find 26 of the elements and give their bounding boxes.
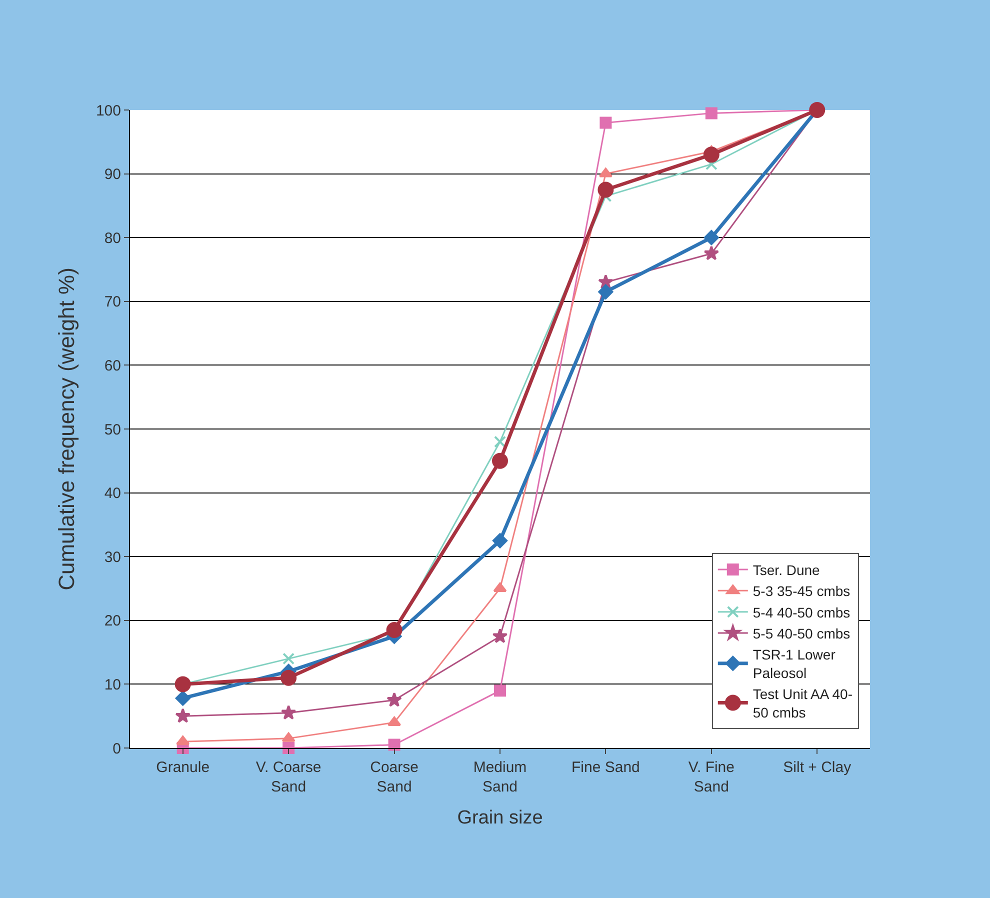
- y-tick-label: 30: [104, 548, 121, 566]
- y-tick-label: 0: [112, 740, 121, 758]
- y-tick-label: 40: [104, 485, 121, 502]
- x-tick-label: Granule: [156, 759, 210, 776]
- x-axis-title: Grain size: [457, 807, 543, 828]
- x-tick-label: Silt + Clay: [783, 759, 852, 776]
- legend-label: 5-4 40-50 cmbs: [752, 604, 850, 620]
- legend-label: 5-5 40-50 cmbs: [752, 626, 850, 642]
- y-tick-label: 100: [96, 102, 121, 120]
- y-tick-label: 20: [104, 612, 121, 630]
- x-tick-label: V. Fine Sand: [688, 759, 735, 796]
- legend-label: Tser. Dune: [752, 562, 820, 578]
- x-tick-label: Fine Sand: [572, 759, 640, 776]
- x-tick-label: Medium Sand: [473, 759, 527, 796]
- x-tick-label: V. Coarse Sand: [256, 759, 322, 796]
- legend-label: Test Unit AA 40- 50 cmbs: [752, 686, 853, 720]
- y-tick-label: 70: [104, 294, 121, 311]
- y-tick-label: 10: [104, 676, 121, 694]
- legend-label: TSR-1 Lower Paleosol: [752, 646, 836, 681]
- y-tick-label: 60: [104, 357, 121, 374]
- y-axis-title: Cumulative frequency (weight %): [54, 268, 79, 590]
- legend-label: 5-3 35-45 cmbs: [752, 583, 850, 600]
- y-tick-label: 80: [104, 230, 121, 247]
- y-tick-label: 50: [104, 421, 121, 438]
- y-tick-label: 90: [104, 166, 121, 184]
- x-tick-label: Coarse Sand: [370, 759, 418, 796]
